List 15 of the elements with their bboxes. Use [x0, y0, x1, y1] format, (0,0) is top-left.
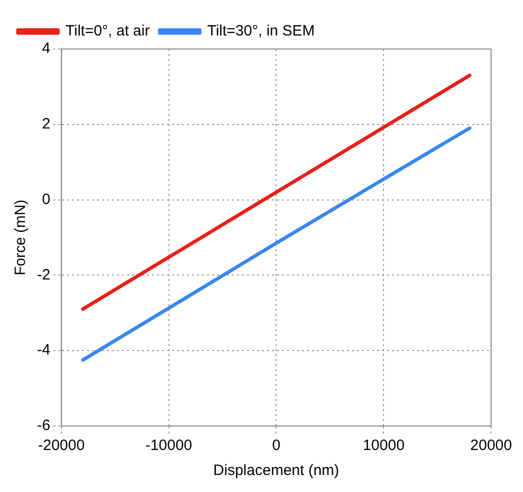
x-tick-label: -20000 — [38, 437, 85, 454]
y-tick-label: -2 — [36, 266, 50, 284]
x-tick-label: 10000 — [362, 437, 405, 454]
y-tick-label: -6 — [36, 417, 50, 434]
legend-label: Tilt=0°, at air — [66, 22, 150, 40]
x-tick-label: 20000 — [470, 437, 512, 454]
x-axis-title: Displacement (nm) — [213, 462, 340, 480]
y-tick-label: 0 — [42, 190, 50, 208]
x-tick-label: 0 — [272, 437, 280, 454]
x-tick-label: -10000 — [145, 437, 192, 454]
y-tick-label: -4 — [36, 342, 50, 359]
legend-label: Tilt=30°, in SEM — [207, 22, 315, 40]
y-axis-title: Force (mN) — [12, 200, 30, 276]
y-tick-label: 2 — [42, 116, 50, 133]
y-tick-label: 4 — [42, 40, 50, 58]
